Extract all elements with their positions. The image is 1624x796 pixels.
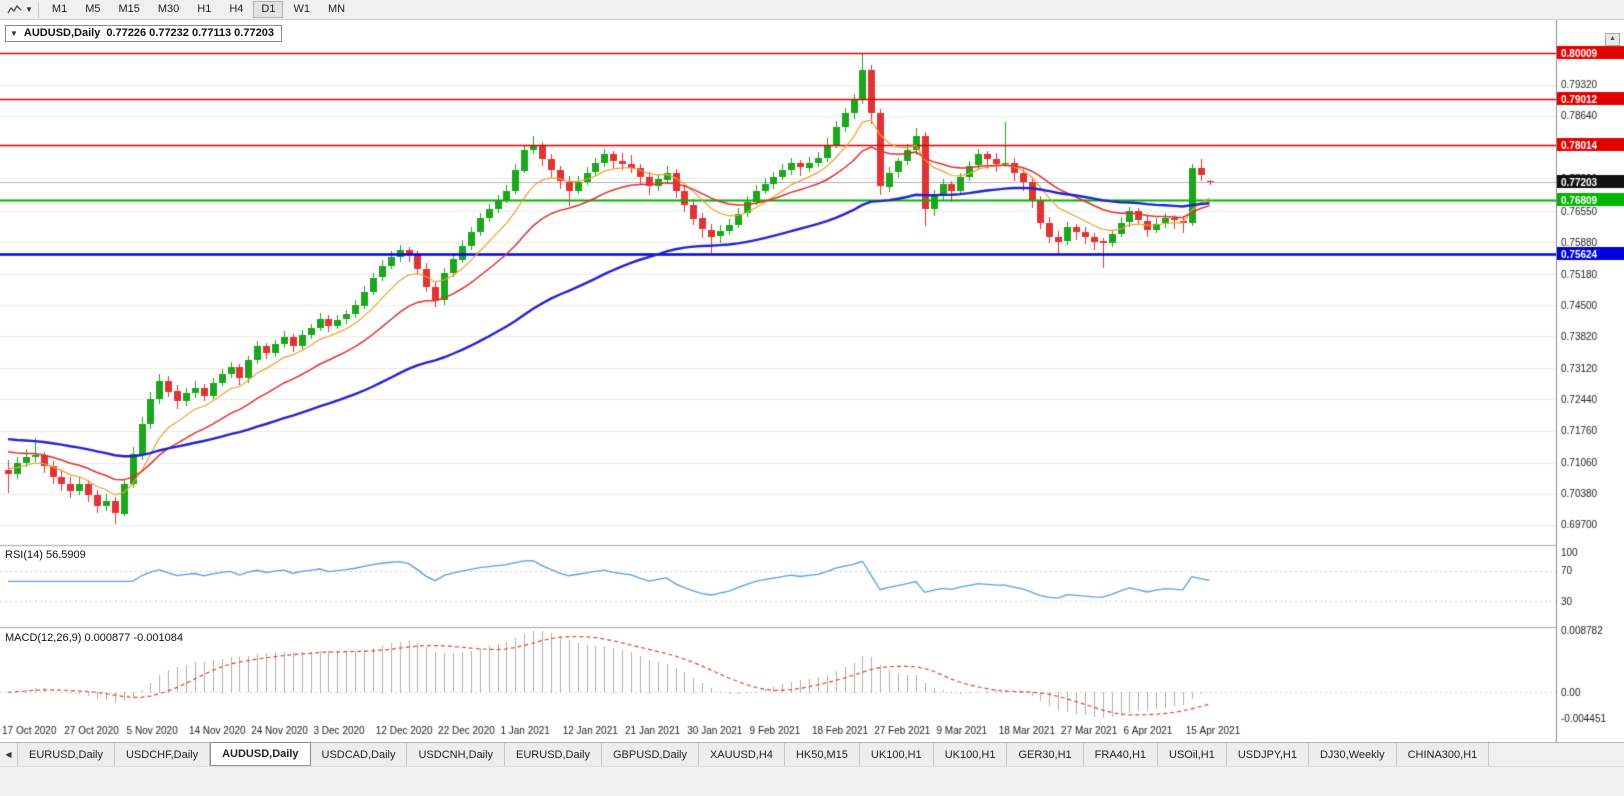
- chart-title-ohlc-box: ▼ AUDUSD,Daily 0.77226 0.77232 0.77113 0…: [5, 25, 282, 42]
- tab-scroll-left-button[interactable]: ◀: [0, 743, 18, 766]
- top-toolbar: ▼ M1 M5 M15 M30 H1 H4 D1 W1 MN: [0, 0, 1624, 20]
- chart-tab[interactable]: EURUSD,Daily: [18, 743, 115, 766]
- chart-tab[interactable]: EURUSD,Daily: [505, 743, 602, 766]
- chart-canvas[interactable]: [0, 20, 1624, 742]
- chart-symbol-label: AUDUSD,Daily: [23, 27, 101, 39]
- chart-tab[interactable]: CHINA300,H1: [1396, 743, 1490, 766]
- chart-tab[interactable]: USDJPY,H1: [1226, 743, 1309, 766]
- timeframe-button-h1[interactable]: H1: [197, 3, 212, 15]
- chart-tab[interactable]: USDCAD,Daily: [310, 743, 408, 766]
- chart-tab[interactable]: HK50,M15: [784, 743, 860, 766]
- timeframe-button-m5[interactable]: M5: [85, 3, 101, 15]
- chart-tab[interactable]: XAUUSD,H4: [698, 743, 785, 766]
- timeframe-button-mn[interactable]: MN: [327, 3, 346, 15]
- timeframe-buttons: M1 M5 M15 M30 H1 H4 D1 W1 MN: [43, 1, 354, 18]
- chart-tabbar: ◀ EURUSD,Daily USDCHF,Daily AUDUSD,Daily US…: [0, 742, 1624, 766]
- status-strip: [0, 766, 1624, 796]
- chart-tab[interactable]: USDCHF,Daily: [114, 743, 211, 766]
- timeframe-button-m1[interactable]: M1: [51, 3, 68, 15]
- chart-tab[interactable]: USDCNH,Daily: [407, 743, 506, 766]
- rsi-pane-title: RSI(14) 56.5909: [5, 549, 86, 561]
- chart-tab[interactable]: GER30,H1: [1007, 743, 1084, 766]
- chart-ohlc-values: 0.77226 0.77232 0.77113 0.77203: [106, 27, 274, 39]
- chart-tab[interactable]: USOil,H1: [1158, 743, 1227, 766]
- chart-window: ▼ AUDUSD,Daily 0.77226 0.77232 0.77113 0…: [0, 20, 1624, 742]
- chart-tab[interactable]: UK100,H1: [859, 743, 934, 766]
- chart-tab[interactable]: DJ30,Weekly: [1308, 743, 1397, 766]
- chart-tab[interactable]: FRA40,H1: [1083, 743, 1159, 766]
- chart-title-caret-icon[interactable]: ▼: [10, 28, 18, 38]
- chart-scroll-up-button[interactable]: ▲: [1605, 33, 1620, 46]
- line-chart-icon: [7, 4, 22, 13]
- chart-tab[interactable]: GBPUSD,Daily: [602, 743, 699, 766]
- timeframe-button-w1[interactable]: W1: [293, 3, 310, 15]
- chart-tabs: EURUSD,Daily USDCHF,Daily AUDUSD,Daily USDC…: [18, 742, 1490, 766]
- chart-type-selector[interactable]: ▼: [2, 1, 39, 18]
- chevron-down-icon[interactable]: ▼: [25, 5, 33, 14]
- chart-tab[interactable]: UK100,H1: [933, 743, 1008, 766]
- timeframe-button-m15[interactable]: M15: [118, 3, 140, 15]
- timeframe-button-d1[interactable]: D1: [253, 1, 284, 18]
- macd-pane-title: MACD(12,26,9) 0.000877 -0.001084: [5, 632, 183, 644]
- timeframe-button-h4[interactable]: H4: [229, 3, 244, 15]
- chart-tab[interactable]: AUDUSD,Daily: [210, 742, 311, 766]
- timeframe-button-m30[interactable]: M30: [157, 3, 180, 15]
